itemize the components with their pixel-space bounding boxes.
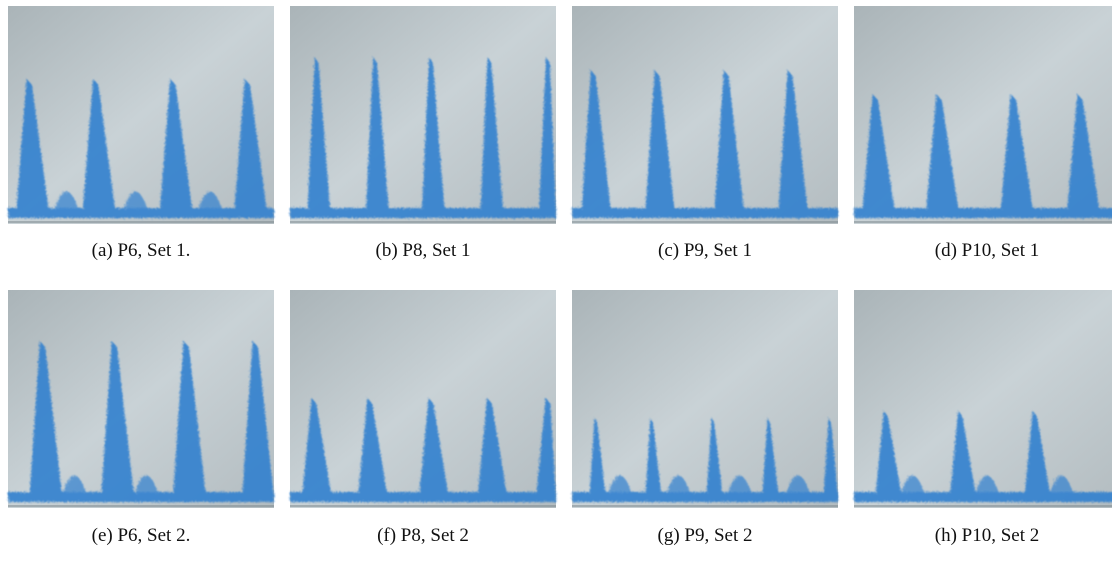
peak <box>29 341 63 498</box>
baseline <box>572 492 838 502</box>
peak <box>365 57 390 214</box>
peak <box>823 417 838 498</box>
peak <box>861 94 896 214</box>
peak <box>357 397 388 498</box>
peak <box>762 417 779 498</box>
peak <box>581 70 612 215</box>
peak <box>706 417 723 498</box>
minor-peak <box>784 475 812 498</box>
minor-peak <box>53 191 80 214</box>
peak <box>172 341 207 498</box>
peak <box>82 78 116 214</box>
minor-peak <box>122 191 149 214</box>
caption: (h) P10, Set 2 <box>935 525 1040 546</box>
waveform <box>290 397 556 502</box>
peak <box>101 341 135 498</box>
minor-peak <box>665 475 692 498</box>
minor-peak <box>61 475 88 498</box>
waveform <box>290 57 556 218</box>
panel: (a) P6, Set 1. <box>8 6 274 261</box>
baseline <box>572 208 838 218</box>
peak <box>234 78 268 214</box>
peak <box>714 70 745 215</box>
waveform <box>8 78 274 218</box>
panel: (h) P10, Set 2 <box>854 290 1112 546</box>
minor-peak <box>899 475 926 498</box>
panel: (b) P8, Set 1 <box>290 6 556 261</box>
spectrogram-photo <box>572 290 838 508</box>
peak <box>1024 410 1051 498</box>
spectrogram-photo <box>8 6 274 224</box>
caption: (e) P6, Set 2. <box>92 525 191 546</box>
peak <box>1000 94 1034 214</box>
panel: (e) P6, Set 2. <box>8 290 274 546</box>
minor-peak <box>1048 475 1075 498</box>
peak <box>778 70 809 215</box>
peak <box>949 410 977 498</box>
peak <box>480 57 504 214</box>
peak <box>645 70 676 215</box>
peak <box>925 94 960 214</box>
spectrogram-photo <box>854 6 1112 224</box>
panel: (f) P8, Set 2 <box>290 290 556 546</box>
peak <box>477 397 508 498</box>
waveform <box>854 94 1112 218</box>
peak <box>538 57 556 214</box>
caption: (g) P9, Set 2 <box>658 525 753 546</box>
waveform <box>8 341 274 502</box>
waveform <box>572 417 838 502</box>
waveform <box>572 70 838 218</box>
caption: (c) P9, Set 1 <box>658 240 752 261</box>
minor-peak <box>606 475 634 498</box>
peak <box>1066 94 1101 214</box>
peak <box>536 397 556 498</box>
peak <box>589 417 606 498</box>
minor-peak <box>726 475 753 498</box>
baseline <box>854 208 1112 218</box>
minor-peak <box>133 475 160 498</box>
peak <box>15 78 50 214</box>
peak <box>301 397 332 498</box>
panel: (g) P9, Set 2 <box>572 290 838 546</box>
minor-peak <box>973 475 1001 498</box>
peak <box>307 57 331 214</box>
panel: (c) P9, Set 1 <box>572 6 838 261</box>
panel: (d) P10, Set 1 <box>854 6 1112 261</box>
peak <box>159 78 193 214</box>
caption: (b) P8, Set 1 <box>376 240 471 261</box>
caption: (d) P10, Set 1 <box>935 240 1040 261</box>
peak <box>419 397 449 498</box>
peak <box>645 417 662 498</box>
waveform <box>854 410 1112 502</box>
peak <box>421 57 445 214</box>
caption: (f) P8, Set 2 <box>377 525 469 546</box>
peak <box>875 410 902 498</box>
caption: (a) P6, Set 1. <box>92 240 191 261</box>
minor-peak <box>196 191 224 214</box>
peak <box>242 341 274 498</box>
